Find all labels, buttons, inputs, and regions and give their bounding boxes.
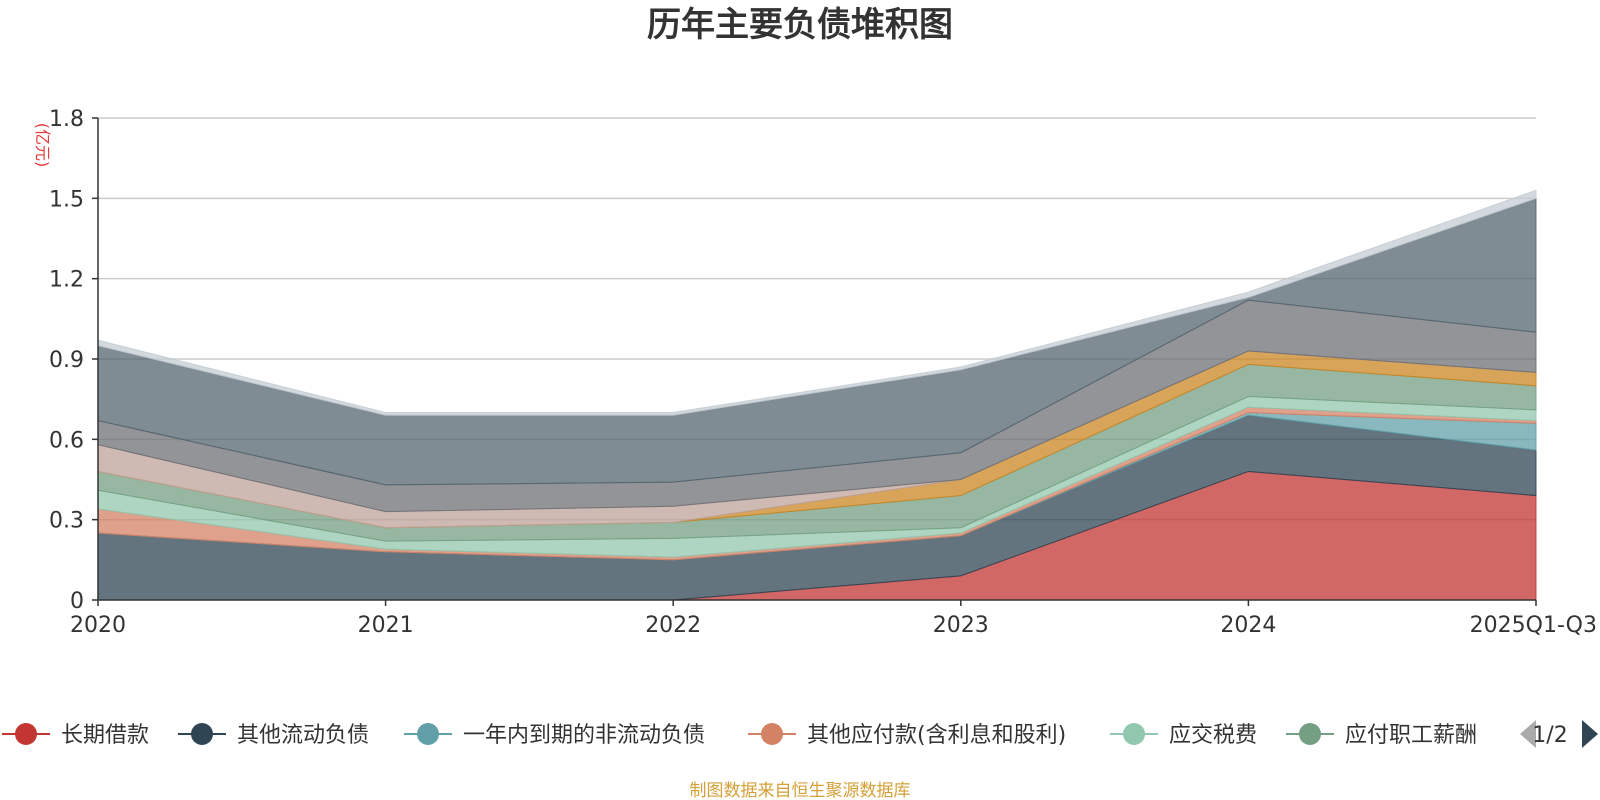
legend-marker-icon xyxy=(417,723,439,745)
legend-marker-icon xyxy=(761,723,783,745)
legend-marker-icon xyxy=(191,723,213,745)
chart-title: 历年主要负债堆积图 xyxy=(647,5,953,45)
legend-prev-page-icon[interactable] xyxy=(1520,720,1536,748)
legend-marker-icon xyxy=(1123,723,1145,745)
x-tick-label: 2024 xyxy=(1220,613,1276,638)
area-series-10[interactable] xyxy=(97,189,1537,416)
legend-item-other-payables[interactable]: 其他应付款(含利息和股利) xyxy=(748,723,1066,748)
legend-item-taxes-payable[interactable]: 应交税费 xyxy=(1110,723,1257,748)
x-tick-label: 2025Q1-Q3 xyxy=(1470,613,1597,638)
legend-label: 其他流动负债 xyxy=(237,723,369,748)
legend-label: 应付职工薪酬 xyxy=(1345,723,1477,748)
x-tick-label: 2020 xyxy=(70,613,126,638)
legend-label: 一年内到期的非流动负债 xyxy=(463,723,705,748)
x-tick-labels: 2020 2021 2022 2023 2024 2025Q1-Q3 xyxy=(70,600,1597,638)
y-axis-unit: (亿元) xyxy=(33,123,52,168)
legend-label: 长期借款 xyxy=(61,723,149,748)
stacked-areas xyxy=(97,189,1537,601)
x-tick-label: 2021 xyxy=(358,613,414,638)
legend-item-other-current-liabilities[interactable]: 其他流动负债 xyxy=(178,723,369,748)
legend-label: 其他应付款(含利息和股利) xyxy=(807,723,1066,748)
legend-marker-icon xyxy=(1299,723,1321,745)
legend-page-indicator: 1/2 xyxy=(1532,723,1567,748)
legend-marker-icon xyxy=(15,723,37,745)
legend-item-long-term-loans[interactable]: 长期借款 xyxy=(2,723,149,748)
y-tick-labels: 0 0.3 0.6 0.9 1.2 1.5 1.8 xyxy=(49,107,98,614)
y-tick-label: 0.9 xyxy=(49,348,84,373)
legend-label: 应交税费 xyxy=(1169,723,1257,748)
legend[interactable]: 长期借款 其他流动负债 一年内到期的非流动负债 其他应付款(含利息和股利) 应交… xyxy=(2,720,1598,748)
legend-item-payroll-payable[interactable]: 应付职工薪酬 xyxy=(1286,723,1477,748)
x-tick-label: 2023 xyxy=(933,613,989,638)
y-tick-label: 0 xyxy=(70,589,84,614)
y-tick-label: 1.5 xyxy=(49,187,84,212)
legend-next-page-icon[interactable] xyxy=(1582,720,1598,748)
data-source-note: 制图数据来自恒生聚源数据库 xyxy=(690,781,911,800)
x-tick-label: 2022 xyxy=(645,613,701,638)
y-tick-label: 1.8 xyxy=(49,107,84,132)
y-tick-label: 0.3 xyxy=(49,509,84,534)
y-tick-label: 0.6 xyxy=(49,428,84,453)
legend-item-current-portion-noncurrent[interactable]: 一年内到期的非流动负债 xyxy=(404,723,705,748)
y-tick-label: 1.2 xyxy=(49,268,84,293)
